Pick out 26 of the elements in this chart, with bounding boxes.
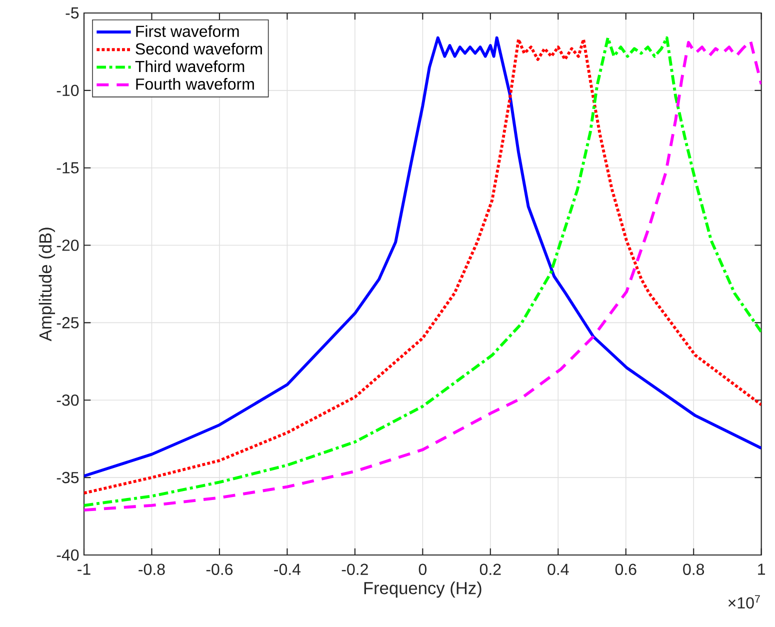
y-tick-label: -5 xyxy=(66,7,79,19)
text: ×10$^{7}$ xyxy=(728,595,760,609)
y-tick-label: -10 xyxy=(56,84,79,96)
y-tick-label: -30 xyxy=(56,394,79,406)
x-axis-title: Frequency (Hz) xyxy=(364,582,482,598)
y-tick-label: -20 xyxy=(56,240,79,251)
x-tick-label: -0.2 xyxy=(342,564,368,576)
x-tick-label: -0.6 xyxy=(206,564,233,576)
legend-label: First waveform xyxy=(136,25,239,37)
y-tick-label: -25 xyxy=(56,317,79,328)
x-tick-label: -1 xyxy=(78,564,90,575)
legend-label: Third waveform xyxy=(135,60,244,72)
legend-label: Second waveform xyxy=(136,42,262,55)
x-tick-label: 0.2 xyxy=(480,564,501,576)
y-tick-label: -40 xyxy=(56,549,79,561)
x-tick-label: 0.4 xyxy=(548,564,569,576)
y-tick-label: -15 xyxy=(56,162,79,174)
x-tick-label: 0 xyxy=(418,564,426,576)
x-tick-label: 0.6 xyxy=(615,564,636,576)
y-tick-label: -35 xyxy=(56,472,79,484)
x-tick-label: 0.8 xyxy=(683,564,704,576)
x-tick-label: -0.4 xyxy=(274,564,301,576)
legend-label: Fourth waveform xyxy=(136,78,254,90)
x-tick-label: 1 xyxy=(758,564,765,575)
x-tick-label: -0.8 xyxy=(138,564,165,576)
y-axis-title: Amplitude (dB) xyxy=(38,228,56,342)
